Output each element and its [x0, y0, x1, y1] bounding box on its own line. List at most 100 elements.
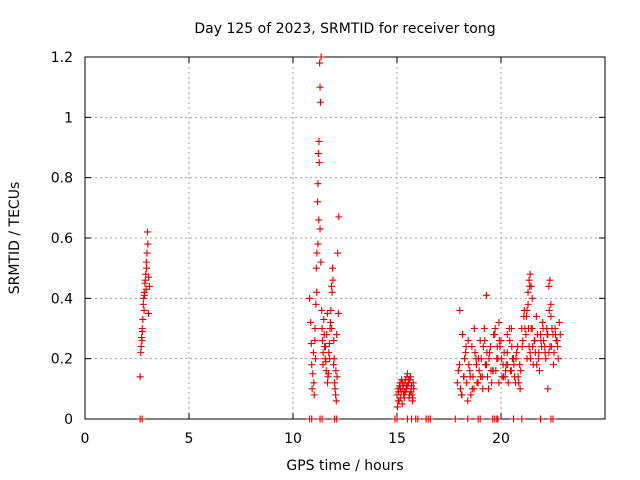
- x-tick-label: 0: [81, 431, 90, 447]
- data-point: [327, 282, 335, 290]
- data-point: [327, 306, 335, 314]
- data-point: [316, 225, 324, 233]
- data-point: [333, 373, 341, 381]
- data-point: [409, 394, 417, 402]
- y-tick-label: 0.2: [51, 352, 73, 368]
- data-point: [529, 343, 537, 351]
- data-point: [532, 312, 540, 320]
- data-point: [398, 376, 406, 384]
- data-point: [554, 355, 562, 363]
- data-point: [481, 361, 489, 369]
- data-point: [516, 385, 524, 393]
- data-point: [544, 385, 552, 393]
- data-point: [315, 137, 323, 145]
- data-point: [482, 291, 490, 299]
- grid-lines: [85, 57, 605, 419]
- data-point: [466, 373, 474, 381]
- data-point: [524, 288, 532, 296]
- data-point: [309, 349, 317, 357]
- data-point: [309, 370, 317, 378]
- data-point: [509, 415, 517, 423]
- data-point: [538, 343, 546, 351]
- data-point: [333, 331, 341, 339]
- data-point: [405, 376, 413, 384]
- data-point: [323, 309, 331, 317]
- data-point: [466, 367, 474, 375]
- data-point: [312, 264, 320, 272]
- data-point: [308, 385, 316, 393]
- x-tick-label: 20: [492, 431, 510, 447]
- data-point: [495, 379, 503, 387]
- y-tick-label: 0.4: [51, 291, 73, 307]
- y-tick-label: 1: [64, 110, 73, 126]
- data-point: [535, 349, 543, 357]
- data-point: [138, 337, 146, 345]
- data-point: [326, 355, 334, 363]
- data-point: [310, 379, 318, 387]
- data-point: [331, 385, 339, 393]
- data-point: [502, 367, 510, 375]
- data-point: [393, 391, 401, 399]
- data-point: [546, 276, 554, 284]
- data-point: [527, 355, 535, 363]
- data-point: [145, 273, 153, 281]
- data-point: [518, 343, 526, 351]
- data-point: [534, 355, 542, 363]
- data-point: [453, 379, 461, 387]
- data-point: [475, 355, 483, 363]
- data-point: [517, 367, 525, 375]
- data-point: [318, 325, 326, 332]
- data-point: [321, 343, 329, 351]
- x-tick-label: 15: [388, 431, 406, 447]
- chart-title: Day 125 of 2023, SRMTID for receiver ton…: [194, 21, 495, 37]
- data-point: [398, 400, 406, 408]
- data-point: [503, 331, 511, 339]
- data-point: [537, 415, 545, 423]
- data-point: [462, 343, 470, 351]
- data-point: [549, 415, 557, 423]
- data-point: [314, 240, 322, 248]
- data-point: [539, 318, 547, 326]
- data-point: [143, 249, 151, 257]
- data-point: [513, 349, 521, 357]
- data-point: [314, 150, 322, 158]
- data-point: [315, 159, 323, 167]
- data-point: [311, 325, 319, 332]
- data-point: [550, 349, 558, 357]
- data-point: [137, 343, 145, 351]
- x-tick-label: 5: [185, 431, 194, 447]
- data-point: [328, 325, 336, 332]
- data-point: [523, 306, 531, 314]
- data-point: [522, 312, 530, 320]
- data-point: [307, 340, 315, 348]
- data-point: [310, 391, 318, 399]
- data-point: [507, 325, 515, 332]
- data-point: [542, 355, 550, 363]
- data-point: [477, 373, 485, 381]
- data-point: [395, 382, 403, 390]
- data-point: [314, 180, 322, 188]
- data-point: [473, 379, 481, 387]
- data-point: [308, 361, 316, 369]
- data-point: [460, 373, 468, 381]
- data-point: [470, 325, 478, 332]
- data-point: [464, 337, 472, 345]
- data-point: [313, 288, 321, 296]
- data-point: [465, 361, 473, 369]
- data-point: [324, 373, 332, 381]
- data-point: [323, 331, 331, 339]
- data-point: [408, 391, 416, 399]
- data-point: [318, 306, 326, 314]
- data-point: [463, 379, 471, 387]
- data-point: [500, 349, 508, 357]
- data-point: [314, 198, 322, 206]
- series-SRMTID: [136, 53, 564, 411]
- data-point: [322, 358, 330, 366]
- data-point: [137, 349, 145, 357]
- data-point: [555, 318, 563, 326]
- data-point: [504, 379, 512, 387]
- data-point: [394, 397, 402, 405]
- data-point: [140, 306, 148, 314]
- data-point: [138, 328, 146, 336]
- data-point: [403, 373, 411, 381]
